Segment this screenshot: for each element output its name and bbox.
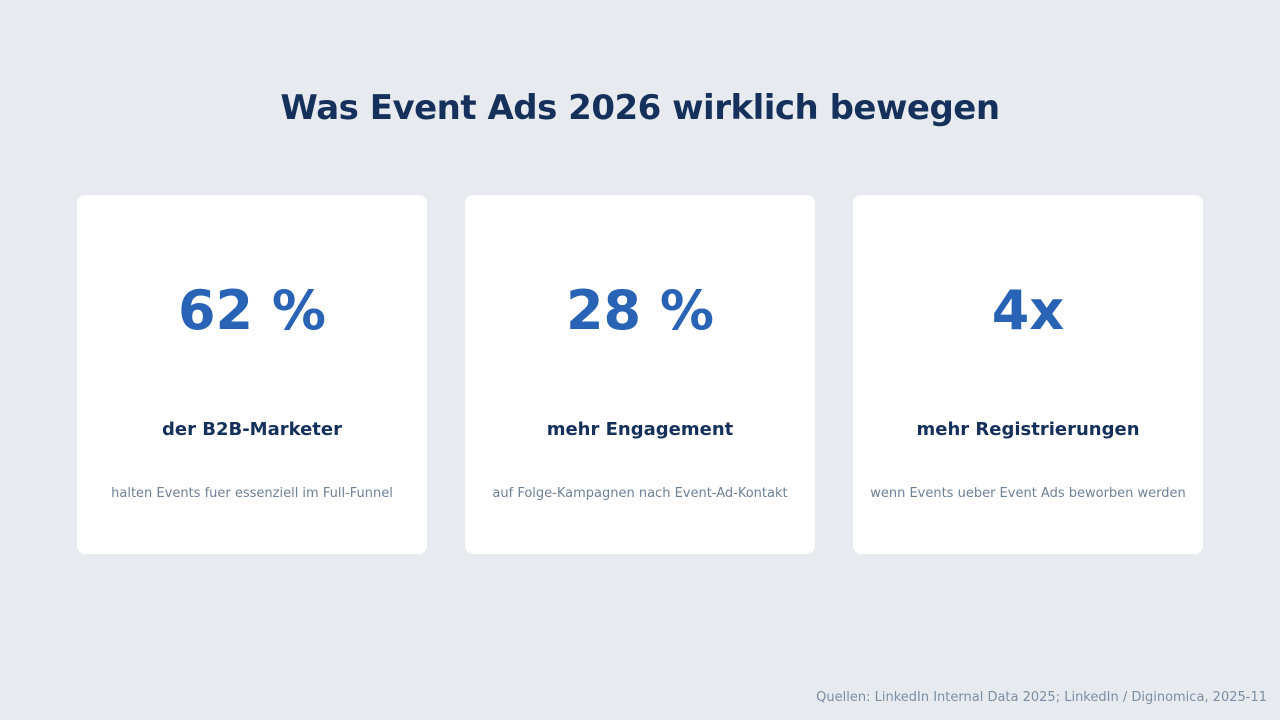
stat-label: der B2B-Marketer [162, 419, 342, 440]
stat-value: 28 % [565, 279, 715, 342]
stat-card-b2b-marketer: 62 % der B2B-Marketer halten Events fuer… [77, 195, 427, 554]
stat-value: 4x [991, 279, 1065, 342]
stat-value: 62 % [177, 279, 327, 342]
source-footnote: Quellen: LinkedIn Internal Data 2025; Li… [816, 690, 1267, 705]
page-title: Was Event Ads 2026 wirklich bewegen [280, 87, 1000, 128]
stat-label: mehr Engagement [546, 419, 734, 440]
stat-card-registrierungen: 4x mehr Registrierungen wenn Events uebe… [853, 195, 1203, 554]
stat-label: mehr Registrierungen [916, 419, 1140, 440]
stat-card-engagement: 28 % mehr Engagement auf Folge-Kampagnen… [465, 195, 815, 554]
stat-description: halten Events fuer essenziell im Full-Fu… [111, 486, 393, 501]
stat-description: wenn Events ueber Event Ads beworben wer… [870, 486, 1186, 501]
stat-description: auf Folge-Kampagnen nach Event-Ad-Kontak… [492, 486, 788, 501]
